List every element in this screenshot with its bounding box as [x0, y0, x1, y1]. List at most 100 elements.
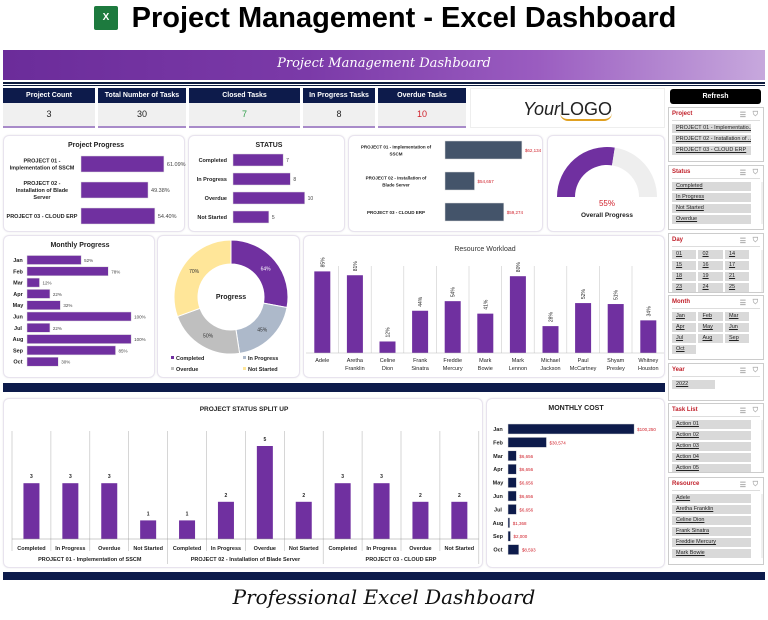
data-label: 78% [111, 269, 120, 274]
donut-slice [176, 307, 241, 355]
data-label: 5 [272, 215, 275, 221]
slicer-item[interactable]: PROJECT 02 - Installation of ... [672, 135, 751, 144]
multi-select-icon[interactable]: ☰ [739, 482, 746, 489]
slicer-item[interactable]: Completed [672, 182, 751, 191]
slicer-item[interactable]: Not Started [672, 204, 751, 213]
slicer-item[interactable]: Apr [672, 323, 697, 332]
slicer-item[interactable]: Sep [724, 334, 750, 343]
multi-select-icon[interactable]: ☰ [739, 408, 746, 415]
category-label: Not Started [289, 546, 319, 552]
slicer-item[interactable]: 25 [724, 283, 750, 292]
data-label: 2 [302, 493, 305, 499]
category-label: In Progress [197, 177, 227, 183]
slicer-item[interactable]: 2022 [672, 380, 716, 389]
clear-filter-icon[interactable]: ⛉ [752, 407, 758, 414]
multi-select-icon[interactable]: ☰ [739, 300, 746, 307]
slicer-item[interactable]: Mar [724, 312, 750, 321]
category-label: McCartney [570, 366, 597, 372]
clear-filter-icon[interactable]: ⛉ [752, 299, 758, 306]
scrollbar[interactable]: ˄ [761, 420, 763, 472]
bar [607, 304, 624, 353]
category-label: SSCM [389, 152, 402, 157]
slicer-item[interactable]: Action 05 [672, 464, 751, 472]
category-label: Aug [493, 521, 504, 527]
slicer-item[interactable]: Action 01 [672, 420, 751, 429]
category-label: Jackson [540, 366, 560, 372]
data-label: $6,656 [519, 467, 533, 472]
slicer-item[interactable]: Aug [698, 334, 723, 343]
slicer-item[interactable]: 19 [698, 272, 723, 281]
slicer-item[interactable]: Feb [698, 312, 723, 321]
multi-select-icon[interactable]: ☰ [739, 368, 746, 375]
excel-icon: X [94, 6, 118, 30]
data-label: 44% [418, 296, 424, 307]
bar [509, 276, 526, 353]
bar [334, 483, 351, 539]
clear-filter-icon[interactable]: ⛉ [752, 481, 758, 488]
slicer-item[interactable]: Action 02 [672, 431, 751, 440]
refresh-button[interactable]: Refresh [670, 89, 761, 104]
slicer-item[interactable]: Action 04 [672, 453, 751, 462]
slicer-item[interactable]: 15 [672, 261, 697, 270]
multi-select-icon[interactable]: ☰ [739, 112, 746, 119]
slicer-year: Year ☰ ⛉ 2022 [668, 363, 764, 401]
bar [507, 477, 517, 488]
bar [507, 423, 635, 435]
slicer-item[interactable]: Jul [672, 334, 697, 343]
kpi-value: 7 [189, 103, 300, 126]
category-label: Lennon [509, 366, 527, 372]
scrollbar[interactable]: ˄ [761, 494, 763, 558]
bar [101, 483, 118, 539]
slicer-item[interactable]: Frank Sinatra [672, 527, 751, 536]
category-label: Adele [315, 358, 329, 364]
slicer-item[interactable]: Freddie Mercury [672, 538, 751, 547]
clear-filter-icon[interactable]: ⛉ [752, 169, 758, 176]
slicer-item[interactable]: 17 [724, 261, 750, 270]
slicer-item[interactable]: 02 [698, 250, 723, 259]
monthly-cost-chart: MONTHLY COST Jan $100,250 Feb $30,574 Mar $6,6… [486, 398, 665, 568]
slicer-item[interactable]: 23 [672, 283, 697, 292]
kpi-in-progress: In Progress Tasks 8 [303, 88, 375, 128]
category-label: Overdue [98, 546, 120, 552]
clear-filter-icon[interactable]: ⛉ [752, 111, 758, 118]
multi-select-icon[interactable]: ☰ [739, 170, 746, 177]
slicer-item[interactable]: PROJECT 03 - CLOUD ERP [672, 146, 751, 155]
category-label: In Progress [366, 546, 396, 552]
slicer-item[interactable]: PROJECT 01 - Implementatio... [672, 124, 751, 133]
slicer-item[interactable]: May [698, 323, 723, 332]
category-label: Houston [638, 366, 659, 372]
slicer-item[interactable]: Mark Bowie [672, 549, 751, 558]
clear-filter-icon[interactable]: ⛉ [752, 237, 758, 244]
scrollbar[interactable]: ˄ [761, 250, 763, 292]
data-label: 100% [134, 315, 146, 320]
data-label: 12% [386, 327, 392, 338]
slicer-item[interactable]: 16 [698, 261, 723, 270]
banner-title: Project Management Dashboard [277, 56, 491, 71]
slicer-item[interactable]: Overdue [672, 215, 751, 224]
slicer-item[interactable]: Oct [672, 345, 697, 354]
slicer-item[interactable]: 18 [672, 272, 697, 281]
slicer-item[interactable]: 01 [672, 250, 697, 259]
slicer-item[interactable]: Celine Dion [672, 516, 751, 525]
bar [26, 255, 82, 265]
kpi-value: 10 [378, 103, 466, 126]
kpi-label: Project Count [3, 88, 95, 103]
slicer-item[interactable]: Action 03 [672, 442, 751, 451]
multi-select-icon[interactable]: ☰ [739, 238, 746, 245]
slicer-item[interactable]: 24 [698, 283, 723, 292]
slicer-project: Project ☰ ⛉ PROJECT 01 - Implementatio... PR… [668, 107, 764, 162]
slicer-item[interactable]: 14 [724, 250, 750, 259]
scrollbar[interactable]: ˄ [761, 182, 763, 224]
footer-title: Professional Excel Dashboard [232, 585, 536, 609]
slicer-item[interactable]: Adele [672, 494, 751, 503]
category-label: Overdue [205, 196, 227, 202]
slicer-item[interactable]: Jun [724, 323, 750, 332]
clear-filter-icon[interactable]: ⛉ [752, 367, 758, 374]
slicer-item[interactable]: In Progress [672, 193, 751, 202]
legend-label: Completed [176, 356, 204, 362]
category-label: Bowie [478, 366, 493, 372]
slicer-item[interactable]: Aretha Franklin [672, 505, 751, 514]
slicer-item[interactable]: Jan [672, 312, 697, 321]
slicer-item[interactable]: 21 [724, 272, 750, 281]
bar [373, 483, 390, 539]
